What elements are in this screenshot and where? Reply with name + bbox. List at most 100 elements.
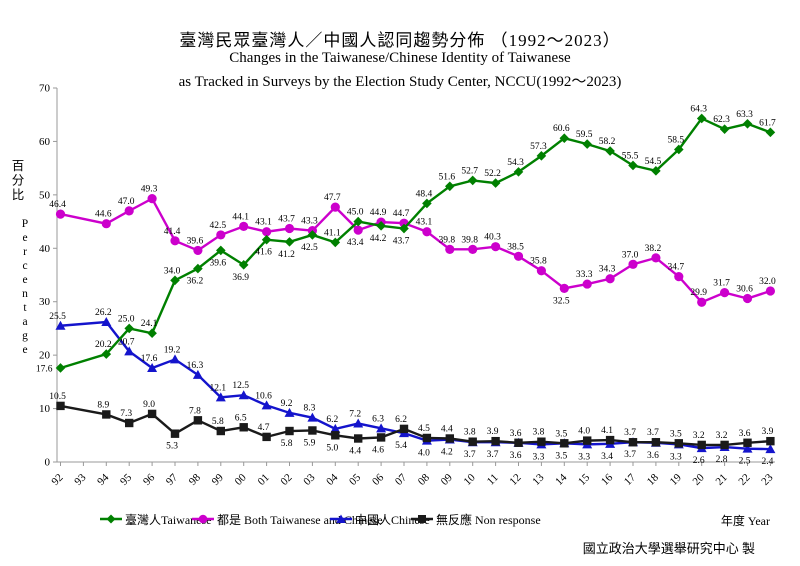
marker-square [491, 436, 500, 446]
data-label-both-taiwanese-and-chinese: 43.1 [255, 218, 272, 228]
chart-title-zh: 臺灣民眾臺灣人／中國人認同趨勢分佈 （1992～2023） [179, 31, 621, 50]
data-label-chinese: 3.7 [487, 450, 499, 460]
data-label-non-response: 4.0 [578, 427, 590, 437]
x-tick-label: 08 [416, 471, 433, 488]
marker-square [766, 436, 775, 446]
x-tick-label: 97 [164, 471, 181, 488]
y-axis-title-en-char: r [23, 246, 27, 258]
marker-diamond [124, 323, 134, 334]
chart-title-en-line1: Changes in the Taiwanese/Chinese Identit… [229, 50, 571, 66]
data-label-chinese: 8.3 [303, 404, 315, 414]
legend-item-taiwanese: 臺灣人Taiwanese [100, 509, 211, 529]
marker-diamond [513, 167, 524, 177]
data-label-both-taiwanese-and-chinese: 43.4 [347, 238, 364, 248]
xaxis-title: 年度 Year [720, 514, 770, 528]
series-line-non-response [60, 404, 771, 447]
data-label-taiwanese: 60.6 [553, 124, 570, 134]
series-line-taiwanese [60, 116, 771, 370]
marker-circle [284, 223, 295, 234]
marker-square [102, 410, 111, 419]
data-label-chinese: 3.6 [647, 451, 659, 461]
data-label-taiwanese: 64.3 [690, 104, 707, 114]
marker-diamond [445, 181, 455, 192]
x-tick-label: 23 [759, 471, 776, 488]
marker-square [674, 439, 683, 448]
data-label-non-response: 4.4 [349, 446, 361, 456]
data-label-both-taiwanese-and-chinese: 29.9 [690, 288, 707, 298]
data-label-non-response: 5.3 [166, 442, 178, 452]
data-label-chinese: 3.3 [532, 452, 544, 462]
x-tick-label: 92 [49, 472, 65, 488]
marker-circle [445, 244, 455, 254]
data-label-non-response: 3.6 [739, 429, 751, 439]
legend: 臺灣人Taiwanese 都是 Both Taiwanese and Chines… [0, 509, 800, 531]
marker-diamond [284, 237, 295, 247]
marker-circle [124, 206, 134, 216]
marker-triangle [147, 362, 158, 372]
x-tick-label: 02 [278, 472, 294, 488]
marker-square [651, 438, 661, 447]
marker-circle [491, 242, 501, 252]
data-label-non-response: 3.2 [716, 431, 728, 441]
marker-triangle [376, 423, 387, 433]
data-label-non-response: 3.2 [693, 431, 705, 441]
marker-triangle [101, 317, 112, 327]
data-label-both-taiwanese-and-chinese: 38.2 [645, 244, 662, 254]
data-label-chinese: 9.2 [281, 399, 293, 409]
series-taiwanese: 17.6 20.2 25.0 24.1 34.0 36.2 39.6 36.9 41.6 41.2… [36, 104, 776, 374]
marker-diamond [147, 328, 157, 339]
legend-glyph [336, 514, 346, 523]
marker-triangle [307, 412, 318, 422]
data-label-taiwanese: 58.5 [667, 135, 684, 145]
data-label-taiwanese: 52.2 [484, 169, 501, 179]
y-axis-title-en-char: g [22, 330, 28, 342]
y-tick-label: 50 [39, 189, 51, 201]
data-label-both-taiwanese-and-chinese: 30.6 [736, 285, 753, 295]
chart-title-en-line2: as Tracked in Surveys by the Election St… [178, 74, 622, 90]
data-label-taiwanese: 52.7 [461, 166, 478, 176]
data-label-taiwanese: 24.1 [141, 319, 158, 329]
marker-circle [216, 230, 226, 240]
data-label-taiwanese: 41.1 [324, 228, 341, 238]
data-label-both-taiwanese-and-chinese: 33.3 [576, 270, 593, 280]
marker-circle [262, 227, 272, 237]
legend-label-taiwanese: 臺灣人Taiwanese [125, 512, 212, 527]
y-tick-label: 20 [39, 350, 51, 362]
data-label-both-taiwanese-and-chinese: 44.9 [370, 208, 387, 218]
marker-square [56, 401, 65, 411]
x-tick-label: 20 [691, 471, 708, 488]
x-tick-label: 95 [118, 471, 135, 488]
legend-glyph [198, 514, 208, 524]
data-label-chinese: 12.1 [209, 383, 226, 393]
data-label-both-taiwanese-and-chinese: 44.7 [393, 209, 410, 219]
marker-square [262, 432, 271, 442]
x-tick-label: 94 [95, 471, 112, 488]
data-label-taiwanese: 41.6 [255, 248, 272, 258]
data-label-taiwanese: 43.7 [393, 237, 410, 247]
data-label-taiwanese: 59.5 [576, 130, 593, 140]
marker-diamond [696, 113, 707, 124]
y-tick-label: 70 [39, 83, 51, 95]
y-axis-title-zh-char: 比 [12, 188, 25, 202]
x-tick-label: 07 [393, 471, 410, 488]
data-label-chinese: 3.3 [578, 452, 590, 462]
data-label-both-taiwanese-and-chinese: 41.4 [164, 227, 181, 237]
marker-circle [330, 202, 340, 212]
data-label-both-taiwanese-and-chinese: 43.1 [416, 218, 433, 228]
legend-marker-circle-icon [192, 514, 214, 524]
data-label-non-response: 4.1 [601, 426, 613, 436]
marker-circle [697, 297, 707, 307]
data-label-both-taiwanese-and-chinese: 40.3 [484, 233, 501, 243]
marker-square [743, 438, 752, 447]
data-label-non-response: 8.9 [97, 400, 109, 410]
marker-circle [605, 274, 615, 284]
data-label-taiwanese: 45.0 [347, 208, 364, 218]
data-label-chinese: 16.3 [187, 361, 204, 371]
data-label-chinese: 3.4 [601, 452, 613, 462]
marker-diamond [536, 151, 547, 161]
marker-circle [468, 244, 478, 254]
marker-diamond [719, 124, 730, 134]
data-label-taiwanese: 42.5 [301, 243, 318, 253]
data-label-taiwanese: 25.0 [118, 314, 135, 324]
data-label-chinese: 6.3 [372, 414, 384, 424]
